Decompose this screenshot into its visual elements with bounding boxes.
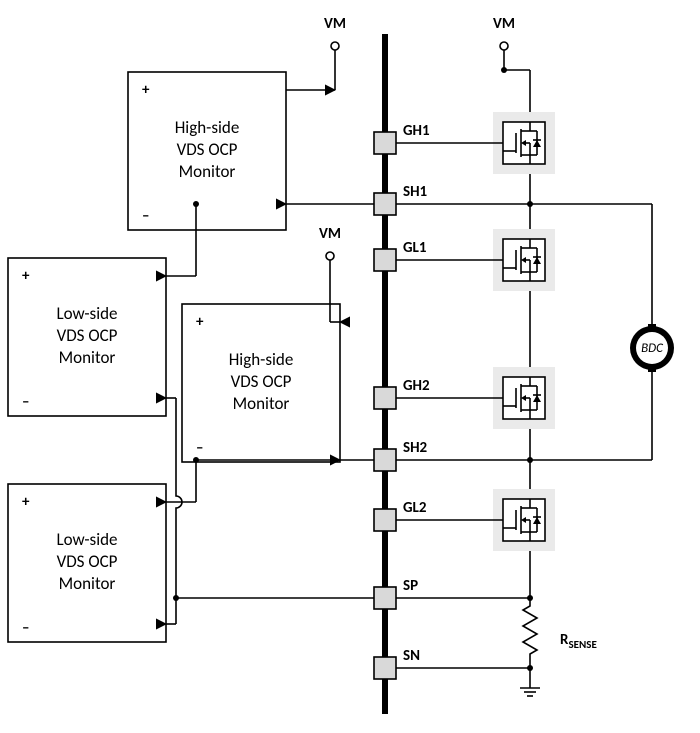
svg-text:+: + — [22, 493, 30, 511]
svg-text:Low-side: Low-side — [57, 303, 118, 324]
pad-gl2 — [374, 509, 396, 531]
vm-left-label: VM — [324, 15, 346, 33]
vm-mid-label: VM — [319, 225, 341, 243]
svg-text:Monitor: Monitor — [59, 347, 116, 368]
pin-label-sp: SP — [403, 577, 418, 595]
svg-text:+: + — [142, 81, 150, 99]
svg-text:–: – — [142, 207, 149, 225]
pad-gh1 — [374, 132, 396, 154]
svg-text:Monitor: Monitor — [59, 573, 116, 594]
vm-right-label: VM — [493, 15, 515, 33]
pin-label-sh2: SH2 — [403, 439, 428, 457]
pin-label-sh1: SH1 — [403, 183, 428, 201]
svg-text:Monitor: Monitor — [179, 161, 236, 182]
pin-label-sn: SN — [403, 647, 420, 665]
pad-gh2 — [374, 387, 396, 409]
svg-text:VDS OCP: VDS OCP — [177, 139, 238, 160]
svg-text:Monitor: Monitor — [233, 393, 290, 414]
svg-text:–: – — [22, 393, 29, 411]
svg-text:–: – — [22, 619, 29, 637]
pin-label-gh2: GH2 — [403, 377, 430, 395]
svg-text:VDS OCP: VDS OCP — [57, 551, 118, 572]
rsense — [523, 598, 537, 662]
pad-sn — [374, 657, 396, 679]
svg-text:+: + — [22, 267, 30, 285]
svg-text:VDS OCP: VDS OCP — [231, 371, 292, 392]
svg-text:–: – — [196, 439, 203, 457]
pad-sh2 — [374, 449, 396, 471]
svg-text:Low-side: Low-side — [57, 529, 118, 550]
pad-sh1 — [374, 193, 396, 215]
rsense-label: RSENSE — [560, 631, 597, 651]
svg-text:High-side: High-side — [175, 117, 240, 138]
svg-text:High-side: High-side — [229, 349, 294, 370]
pad-gl1 — [374, 249, 396, 271]
pin-label-gl2: GL2 — [403, 499, 427, 517]
svg-text:VDS OCP: VDS OCP — [57, 325, 118, 346]
svg-text:+: + — [196, 313, 204, 331]
pad-sp — [374, 587, 396, 609]
pin-label-gh1: GH1 — [403, 122, 430, 140]
bdc-label: BDC — [641, 341, 664, 356]
pin-label-gl1: GL1 — [403, 239, 427, 257]
